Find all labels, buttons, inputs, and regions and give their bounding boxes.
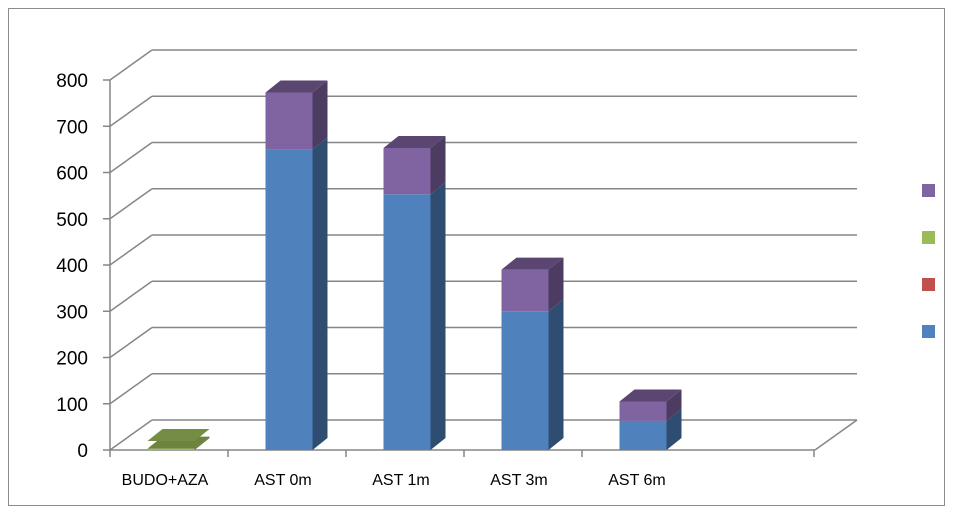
bar-segment	[501, 257, 564, 312]
legend-swatch	[922, 184, 935, 197]
bar-front	[501, 269, 549, 312]
gridline-diagonal	[109, 419, 153, 451]
y-tick-label: 700	[56, 117, 88, 138]
bar-segment	[501, 299, 564, 450]
gridline-diagonal	[109, 49, 153, 81]
y-tick-label: 600	[56, 164, 88, 185]
bar-side	[666, 408, 682, 450]
y-tick-label: 400	[56, 256, 88, 277]
y-tick-label: 500	[56, 210, 88, 231]
chart-frame	[8, 8, 945, 506]
y-tick-label: 0	[77, 441, 88, 462]
gridline-diagonal	[109, 234, 153, 266]
y-tick-label: 800	[56, 71, 88, 92]
bar-side	[430, 182, 446, 451]
y-tick-label: 100	[56, 395, 88, 416]
bar-top	[501, 257, 564, 270]
x-tick-label: AST 3m	[490, 472, 548, 489]
bar-segment	[383, 182, 446, 451]
gridline-diagonal	[109, 373, 153, 405]
bar-side	[312, 137, 328, 450]
bar-slab	[147, 429, 210, 441]
bar-front	[501, 311, 549, 450]
bar-top	[383, 135, 446, 148]
bar-front	[147, 448, 195, 450]
bar-top	[265, 80, 328, 93]
bar-side	[548, 257, 564, 312]
bar-side	[666, 389, 682, 421]
y-tick-label: 300	[56, 302, 88, 323]
bar-segment	[619, 389, 682, 421]
bar-front	[383, 147, 431, 195]
legend-swatch	[922, 231, 935, 244]
bar-front	[619, 401, 667, 421]
bar-segment	[383, 135, 446, 195]
x-tick-label: AST 1m	[372, 472, 430, 489]
bar-front	[619, 420, 667, 450]
bar-front	[265, 92, 313, 150]
x-tick-label: AST 0m	[254, 472, 312, 489]
gridline-diagonal	[109, 188, 153, 220]
gridline-diagonal	[109, 280, 153, 312]
gridline-diagonal	[109, 141, 153, 174]
legend-swatch	[922, 278, 935, 291]
bar-segment	[265, 80, 328, 150]
bar-segment	[619, 408, 682, 450]
gridline-diagonal	[109, 95, 153, 127]
bar-top	[619, 389, 682, 402]
bar-segment	[265, 137, 328, 450]
bar-side	[194, 436, 210, 450]
bar-front	[383, 194, 431, 450]
legend-swatch	[922, 325, 935, 338]
bar-front	[265, 149, 313, 450]
gridline-diagonal	[109, 326, 153, 359]
x-tick-label: BUDO+AZA	[122, 472, 209, 489]
bar-segment	[147, 436, 210, 450]
bar-side	[548, 299, 564, 450]
x-tick-label: AST 6m	[608, 472, 666, 489]
floor-edge	[814, 419, 858, 451]
bar-side	[430, 135, 446, 195]
bar-side	[312, 80, 328, 150]
y-tick-label: 200	[56, 349, 88, 370]
